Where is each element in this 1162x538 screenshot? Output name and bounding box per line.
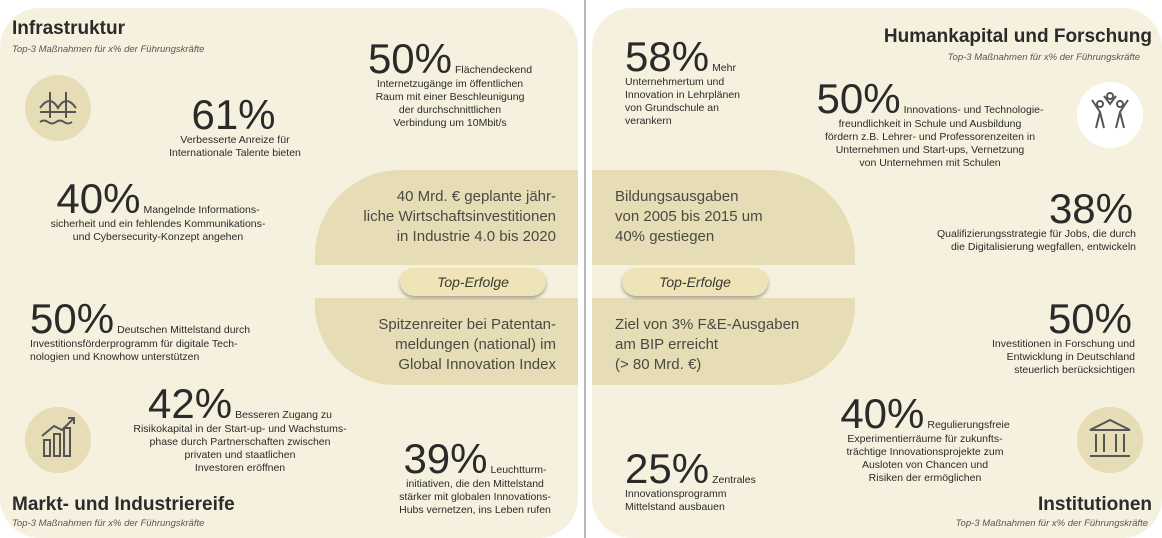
percent: 50% <box>1047 295 1132 342</box>
badge: Top-Erfolge <box>400 268 546 296</box>
percent: 39% <box>403 435 488 482</box>
measure: 42% Besseren Zugang zu Risikokapital in d… <box>90 383 390 475</box>
measure-text: Mangelnde Informations- sicherheit und e… <box>50 204 266 243</box>
center-shape <box>592 170 855 265</box>
measure-text: Flächendeckend Internetzugänge im öffent… <box>375 64 533 129</box>
percent: 40% <box>840 390 925 437</box>
section-subtitle: Top-3 Maßnahmen für x% der Führungskräft… <box>955 518 1148 529</box>
percent: 50% <box>367 35 452 82</box>
center-shape <box>315 170 578 265</box>
left-panel <box>0 8 578 538</box>
measure: 38% Qualifizierungsstrategie für Jobs, di… <box>860 185 1136 254</box>
percent: 40% <box>56 175 141 222</box>
measure-text: Investitionen in Forschung und Entwicklu… <box>991 338 1135 376</box>
icon-circle <box>25 407 91 473</box>
icon-circle <box>1077 407 1143 473</box>
percent: 61% <box>191 91 276 138</box>
measure-text: Deutschen Mittelstand durch Investitions… <box>30 324 251 363</box>
measure: 50% Flächendeckend Internetzugänge im öff… <box>330 38 570 130</box>
chart-icon <box>41 417 75 457</box>
measure-text: Zentrales Innovationsprogramm Mittelstan… <box>625 474 756 513</box>
section-title: Institutionen <box>1038 494 1152 515</box>
center-shape <box>314 298 578 386</box>
percent: 58% <box>625 33 710 80</box>
icon-circle <box>1077 82 1143 148</box>
percent: 38% <box>1048 185 1133 232</box>
section-subtitle: Top-3 Maßnahmen für x% der Führungskräft… <box>947 52 1140 63</box>
success-text: 40 Mrd. € geplante jähr- liche Wirtschaf… <box>363 188 556 245</box>
percent: 50% <box>30 295 115 342</box>
measure-text: Verbesserte Anreize für Internationale T… <box>169 134 301 159</box>
percent: 25% <box>625 445 710 492</box>
measure: 50% Innovations- und Technologie- freundl… <box>790 78 1070 170</box>
center-shape <box>592 298 856 386</box>
right-panel <box>592 8 1162 538</box>
section-title: Infrastruktur <box>12 18 125 39</box>
measure-text: Leuchtturm- initiativen, die den Mittels… <box>399 464 551 516</box>
section-subtitle: Top-3 Maßnahmen für x% der Führungskräft… <box>12 44 205 55</box>
measure: 39% Leuchtturm- initiativen, die den Mitt… <box>375 438 575 517</box>
measure: 25% Zentrales Innovationsprogramm Mittels… <box>625 448 795 514</box>
measure: 50% Investitionen in Forschung und Entwic… <box>905 295 1135 377</box>
measure-text: Mehr Unternehmertum und Innovation in Le… <box>625 62 741 127</box>
percent: 42% <box>148 380 233 427</box>
badge: Top-Erfolge <box>622 268 768 296</box>
measure: 40% Mangelnde Informations- sicherheit un… <box>8 178 308 244</box>
section-title: Markt- und Industriereife <box>12 494 235 515</box>
success-text: Ziel von 3% F&E-Ausgaben am BIP erreicht… <box>615 316 800 373</box>
people-icon <box>1091 92 1129 129</box>
success-text: Spitzenreiter bei Patentan- meldungen (n… <box>378 316 556 373</box>
measure: 58% Mehr Unternehmertum und Innovation in… <box>625 36 815 128</box>
measure-text: Qualifizierungsstrategie für Jobs, die d… <box>936 228 1136 253</box>
measure: 50% Deutschen Mittelstand durch Investiti… <box>30 298 310 364</box>
section-title: Humankapital und Forschung <box>883 26 1152 47</box>
success-text: Bildungsausgaben von 2005 bis 2015 um 40… <box>615 188 763 245</box>
measure: 61% Verbesserte Anreize für International… <box>145 91 325 160</box>
measure-text: Besseren Zugang zu Risikokapital in der … <box>133 409 347 474</box>
bridge-icon <box>39 92 77 125</box>
percent: 50% <box>816 75 901 122</box>
measure-text: Regulierungsfreie Experimentierräume für… <box>846 419 1010 484</box>
building-icon <box>1089 418 1131 457</box>
section-subtitle: Top-3 Maßnahmen für x% der Führungskräft… <box>12 518 205 529</box>
measure: 40% Regulierungsfreie Experimentierräume … <box>815 393 1035 485</box>
measure-text: Innovations- und Technologie- freundlich… <box>824 104 1044 169</box>
